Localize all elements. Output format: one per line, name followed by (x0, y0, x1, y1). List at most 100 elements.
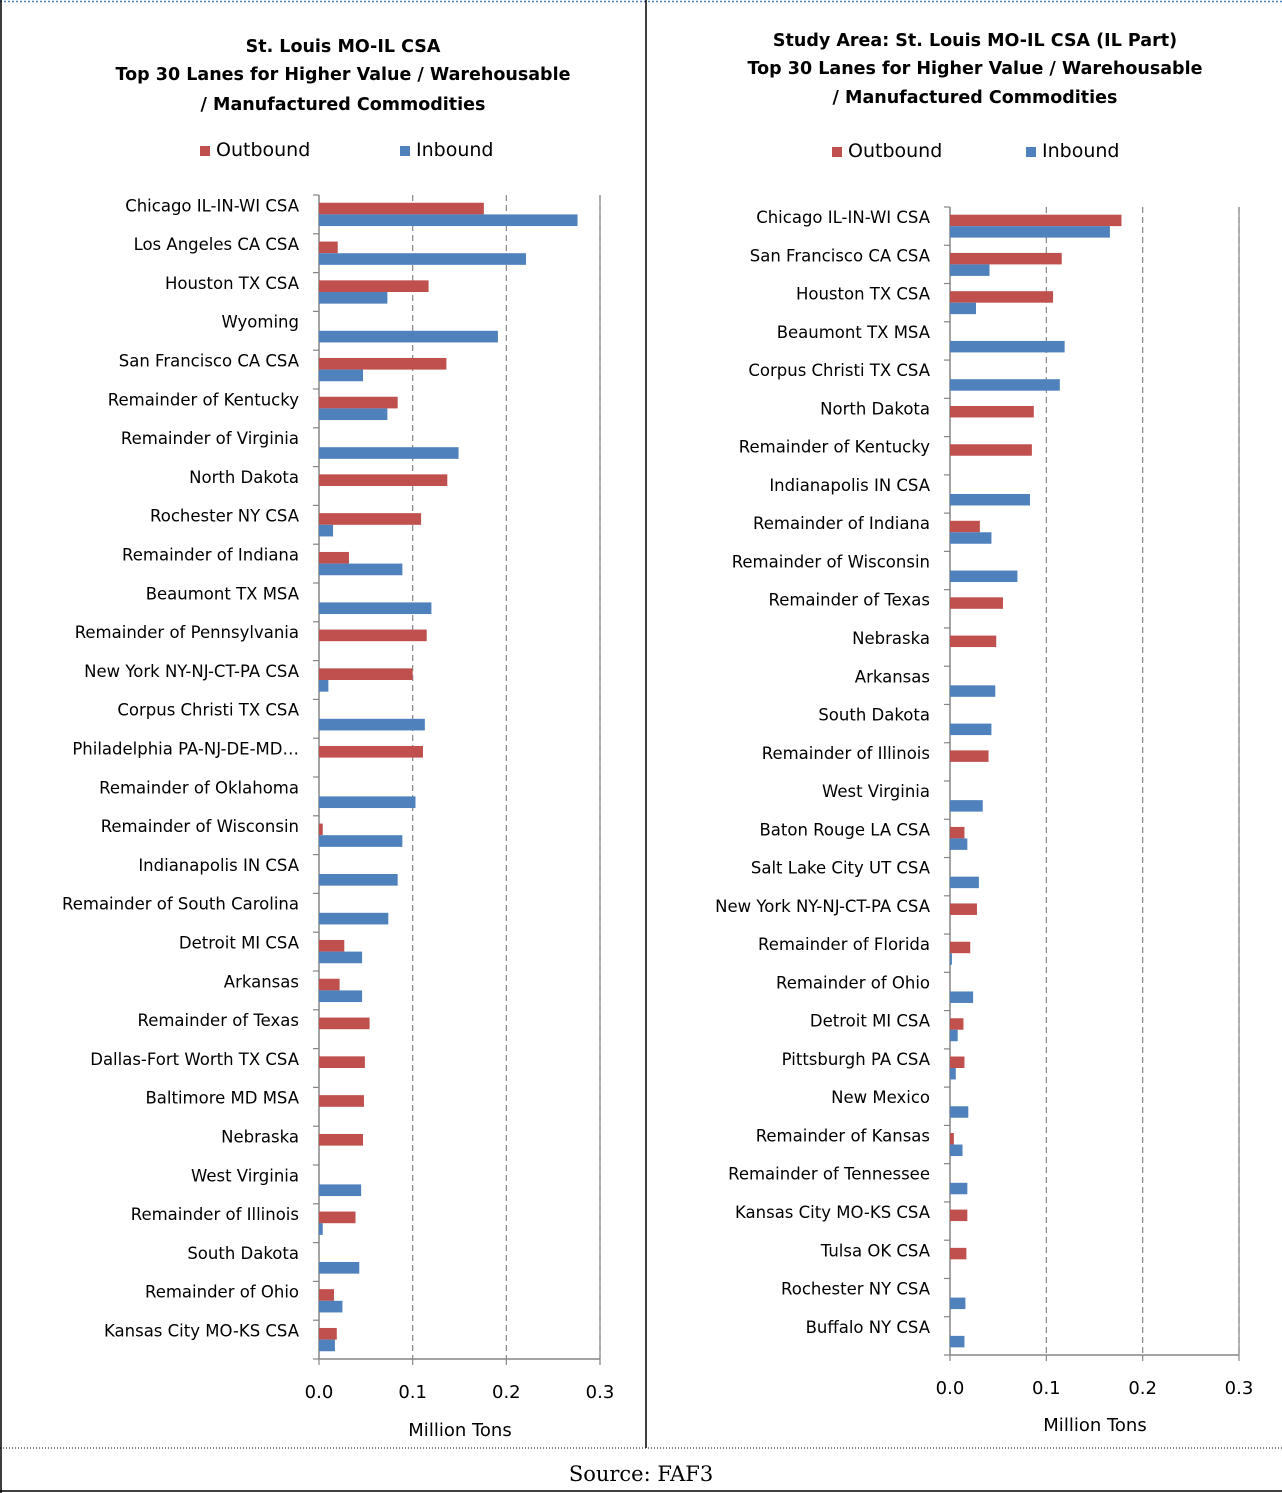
bar-outbound (950, 520, 980, 533)
bar-outbound (950, 1247, 967, 1260)
category-label: Indianapolis IN CSA (769, 476, 930, 495)
category-label: Remainder of Kentucky (739, 438, 930, 457)
bar-outbound (319, 513, 422, 525)
category-label: Remainder of Oklahoma (99, 778, 299, 797)
bar-outbound (319, 280, 429, 292)
bar-inbound (319, 990, 363, 1003)
bar-outbound (319, 1133, 364, 1146)
legend-label-outbound: Outbound (848, 140, 942, 162)
legend-label-inbound: Inbound (1042, 140, 1119, 162)
bar-inbound (950, 838, 968, 850)
x-tick-label: 0.3 (1225, 1378, 1254, 1399)
category-label: New Mexico (831, 1088, 930, 1107)
category-label: Rochester NY CSA (781, 1280, 931, 1299)
category-label: South Dakota (187, 1244, 299, 1263)
bar-inbound (950, 379, 1060, 391)
bar-inbound (950, 1106, 969, 1118)
legend-swatch-inbound (400, 146, 410, 156)
bar-inbound (319, 408, 388, 421)
source-note: Source: FAF3 (568, 1462, 714, 1486)
category-label: Rochester NY CSA (150, 507, 300, 526)
x-tick-label: 0.0 (305, 1382, 334, 1403)
chart-title-line: Top 30 Lanes for Higher Value / Warehous… (748, 59, 1203, 79)
bar-outbound (950, 405, 1034, 418)
category-label: Corpus Christi TX CSA (117, 701, 299, 720)
category-label: Remainder of Texas (137, 1011, 299, 1030)
category-label: Salt Lake City UT CSA (751, 859, 931, 878)
x-tick-label: 0.2 (492, 1382, 521, 1403)
bar-inbound (950, 953, 952, 965)
category-label: Houston TX CSA (796, 285, 931, 304)
category-label: Remainder of Ohio (776, 973, 930, 992)
x-tick-label: 0.1 (398, 1382, 427, 1403)
bar-inbound (950, 876, 979, 889)
bar-outbound (950, 1133, 954, 1145)
bar-inbound (319, 330, 498, 343)
category-label: Chicago IL-IN-WI CSA (756, 208, 931, 227)
chart-st-louis-csa: St. Louis MO-IL CSA Top 30 Lanes for High… (62, 37, 614, 1441)
category-label: New York NY-NJ-CT-PA CSA (715, 897, 931, 916)
category-label: Houston TX CSA (165, 274, 300, 293)
bar-outbound (319, 1095, 364, 1107)
bar-inbound (319, 912, 389, 925)
category-label: Los Angeles CA CSA (134, 235, 300, 254)
category-label: Remainder of Indiana (753, 514, 930, 533)
bar-inbound (319, 680, 329, 692)
bar-outbound (950, 444, 1032, 456)
category-label: Wyoming (222, 313, 299, 332)
bar-outbound (319, 474, 448, 486)
bar-inbound (319, 1339, 335, 1352)
category-label: Arkansas (224, 972, 299, 991)
x-axis-title: Million Tons (1043, 1415, 1146, 1436)
bar-inbound (950, 1144, 963, 1157)
bar-outbound (319, 241, 338, 254)
bar-outbound (319, 1289, 334, 1301)
category-label: Detroit MI CSA (179, 933, 300, 952)
bar-outbound (319, 1017, 370, 1030)
legend-swatch-outbound (200, 146, 210, 156)
bar-inbound (950, 226, 1110, 238)
category-label: West Virginia (191, 1166, 299, 1185)
bar-inbound (319, 1184, 362, 1197)
category-label: Corpus Christi TX CSA (748, 361, 930, 380)
category-label: Beaumont TX MSA (146, 584, 300, 603)
bar-inbound (319, 292, 388, 304)
category-label: Philadelphia PA-NJ-DE-MD… (72, 739, 299, 758)
category-label: Remainder of South Carolina (62, 895, 299, 914)
legend-swatch-inbound (1026, 147, 1036, 157)
bar-inbound (950, 1029, 958, 1042)
category-label: Remainder of Wisconsin (101, 817, 299, 836)
bar-outbound (950, 826, 965, 839)
bar-outbound (319, 202, 484, 215)
bar-outbound (319, 357, 447, 370)
category-label: Dallas-Fort Worth TX CSA (90, 1050, 299, 1069)
category-label: North Dakota (820, 399, 930, 418)
bar-outbound (950, 214, 1122, 227)
bar-inbound (950, 723, 992, 736)
bar-outbound (950, 291, 1054, 303)
category-label: Detroit MI CSA (810, 1012, 931, 1031)
bar-inbound (950, 532, 992, 544)
legend-label-inbound: Inbound (416, 139, 493, 161)
bar-inbound (950, 340, 1065, 353)
bar-inbound (319, 796, 416, 809)
category-label: Remainder of Wisconsin (732, 552, 930, 571)
bar-outbound (319, 551, 349, 564)
category-label: Remainder of Ohio (145, 1283, 299, 1302)
bar-inbound (950, 570, 1018, 583)
bar-inbound (950, 800, 983, 812)
bar-outbound (319, 1211, 356, 1224)
x-tick-label: 0.3 (586, 1382, 615, 1403)
bar-inbound (319, 602, 432, 615)
category-label: Baton Rouge LA CSA (759, 820, 930, 839)
chart-st-louis-il-part: Study Area: St. Louis MO-IL CSA (IL Part… (715, 31, 1253, 1436)
bar-inbound (319, 447, 459, 459)
x-tick-label: 0.2 (1128, 1378, 1157, 1399)
category-label: Remainder of Virginia (121, 429, 299, 448)
category-label: Remainder of Indiana (122, 545, 299, 564)
category-label: Nebraska (221, 1127, 299, 1146)
bar-outbound (950, 635, 997, 648)
category-label: Nebraska (852, 629, 930, 648)
bar-outbound (950, 903, 977, 915)
category-label: Beaumont TX MSA (777, 323, 931, 342)
